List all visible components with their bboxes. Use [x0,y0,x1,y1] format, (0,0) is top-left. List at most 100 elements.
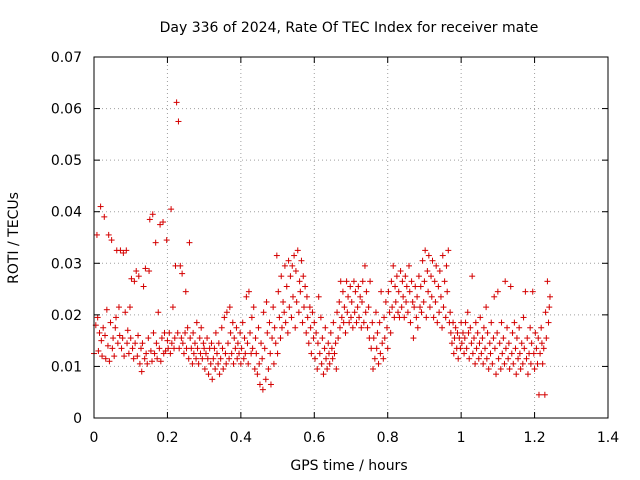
data-point [134,353,141,360]
data-point [509,329,516,336]
data-point [346,319,353,326]
data-point [386,309,393,316]
data-point [381,335,388,342]
data-point [458,340,465,347]
data-point [500,335,507,342]
data-point [266,319,273,326]
data-point [495,355,502,362]
data-point [546,304,553,311]
data-point [479,335,486,342]
data-point [219,345,226,352]
data-point [326,360,333,367]
data-point [381,314,388,321]
data-point [292,324,299,331]
data-point [109,345,116,352]
data-point [302,283,309,290]
data-point [179,270,186,277]
data-point [518,340,525,347]
x-tick-label: 1.2 [523,430,545,446]
data-point [442,314,449,321]
data-point [504,324,511,331]
data-point [320,371,327,378]
data-point [335,335,342,342]
data-point [531,366,538,373]
data-point [367,278,374,285]
data-point [369,319,376,326]
data-point [205,371,212,378]
data-point [433,262,440,269]
data-point [141,355,148,362]
data-point [150,329,157,336]
data-point [230,360,237,367]
x-axis-label: GPS time / hours [290,458,407,474]
data-point [370,335,377,342]
data-point [395,288,402,295]
data-point [375,360,382,367]
data-point [513,371,520,378]
data-point [537,350,544,357]
data-point [294,247,301,254]
data-point [256,381,263,388]
data-point [532,329,539,336]
data-point [515,355,522,362]
data-point [344,309,351,316]
data-point [215,340,222,347]
data-point [190,350,197,357]
data-point [506,366,513,373]
data-point [200,340,207,347]
data-point [383,324,390,331]
data-point [513,335,520,342]
data-point [448,340,455,347]
data-point [489,360,496,367]
data-point [188,345,195,352]
data-point [450,319,457,326]
data-point [293,298,300,305]
data-point [217,355,224,362]
data-point [132,340,139,347]
data-point [444,288,451,295]
data-point [282,319,289,326]
data-point [289,262,296,269]
data-point [167,350,174,357]
data-point [313,329,320,336]
data-point [311,319,318,326]
data-point [420,298,427,305]
data-point [517,366,524,373]
data-point [208,340,215,347]
data-point [177,262,184,269]
data-point [283,283,290,290]
data-point [270,304,277,311]
data-point [464,309,471,316]
data-point [299,319,306,326]
data-point [182,329,189,336]
data-point [259,386,266,393]
data-point [105,231,112,238]
data-point [228,350,235,357]
data-point [171,335,178,342]
data-point [237,360,244,367]
data-point [521,345,528,352]
data-point [249,345,256,352]
data-point [534,360,541,367]
data-point [244,340,251,347]
data-point [196,335,203,342]
data-point [406,262,413,269]
data-point [193,319,200,326]
data-point [185,355,192,362]
data-point [539,360,546,367]
data-point [212,366,219,373]
data-point [510,360,517,367]
data-point [237,329,244,336]
data-point [303,329,310,336]
data-point [269,335,276,342]
data-point [527,360,534,367]
data-point [285,257,292,264]
data-points [91,99,553,398]
data-point [467,324,474,331]
data-point [162,347,169,354]
data-point [144,360,151,367]
data-point [361,262,368,269]
data-point [469,273,476,280]
data-point [524,335,531,342]
data-point [157,358,164,365]
